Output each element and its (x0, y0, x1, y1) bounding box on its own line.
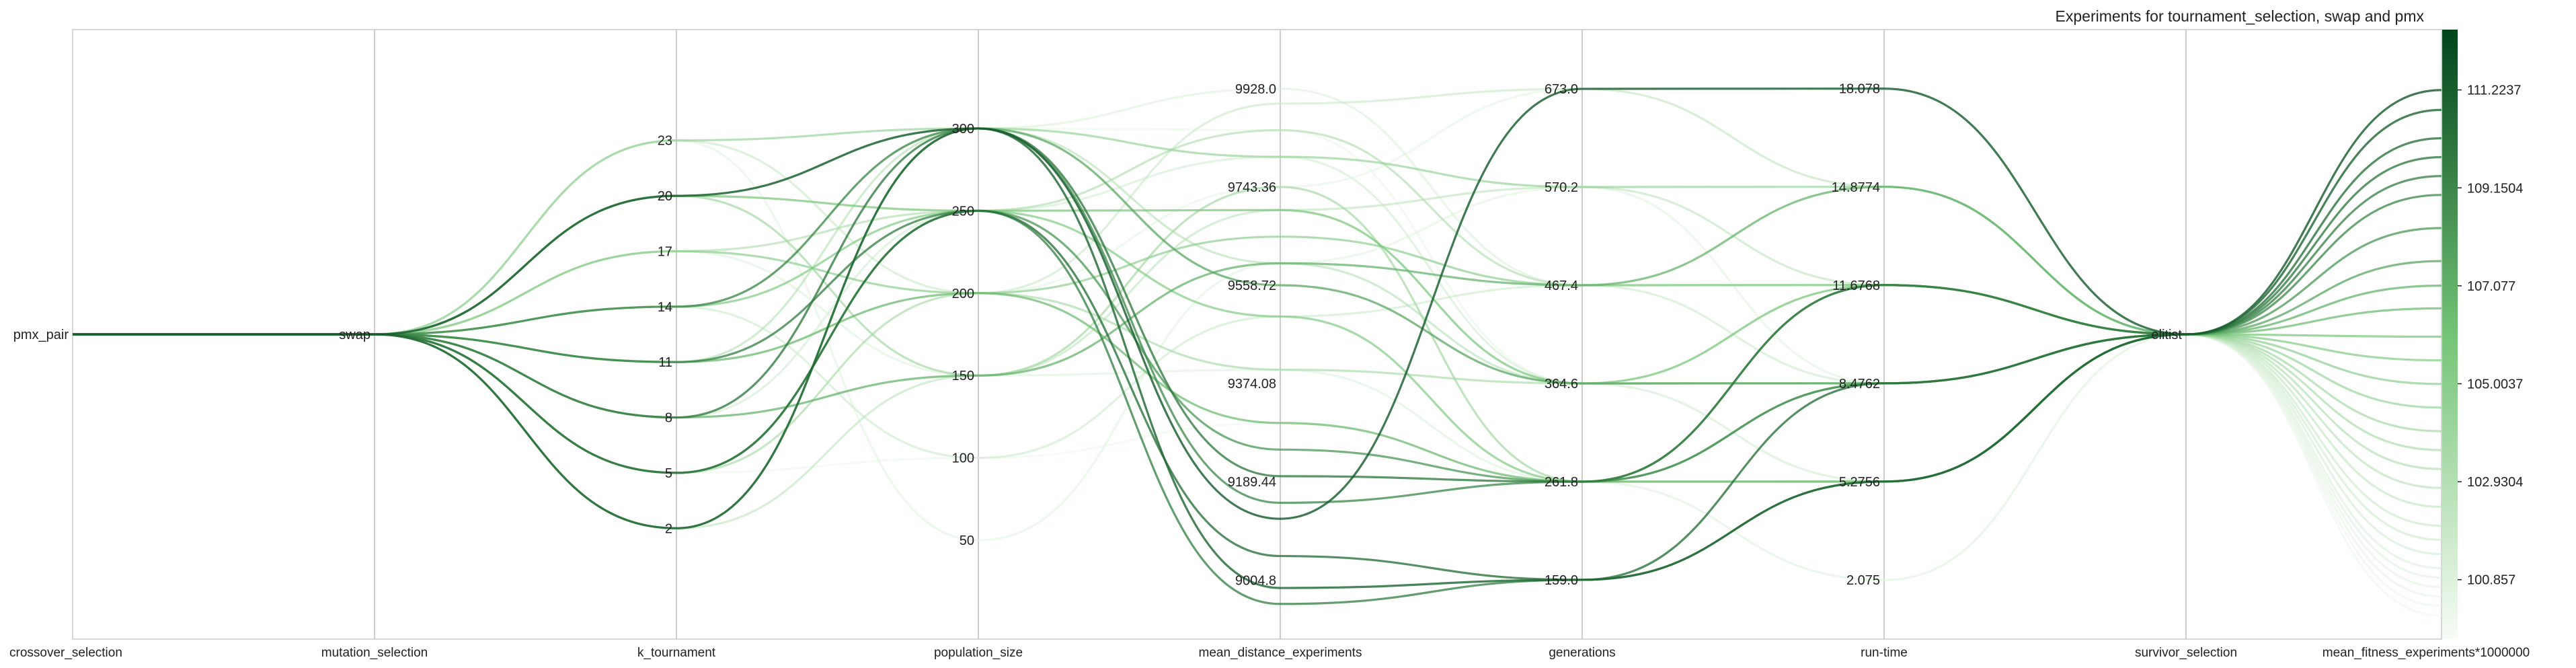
axis-name-survivor-selection: survivor_selection (2135, 646, 2237, 660)
tick-label-run-time-2-075: 2.075 (1846, 573, 1880, 588)
tick-labels: pmx_pair swap 2 5 8 11 14 17 20 23 50 100 150 200 250 3… (13, 82, 2183, 589)
colorbar: 100.857 102.9304 105.0037 107.077 109.1504 11… (2442, 30, 2523, 639)
axis-name-mutation-selection: mutation_selection (321, 646, 428, 660)
axes-layer (374, 30, 2187, 639)
experiment-line (73, 209, 2442, 483)
tick-label-run-time-8-4762: 8.4762 (1839, 377, 1880, 392)
tick-label-k-tournament-8: 8 (665, 411, 672, 426)
tick-label-generations-467-4: 467.4 (1545, 279, 1578, 293)
tick-label-population-size-100: 100 (952, 451, 974, 466)
experiment-line (73, 235, 2442, 385)
tick-label-generations-159-0: 159.0 (1545, 573, 1578, 588)
axis-names: crossover_selection mutation_selection k_t… (9, 646, 2530, 660)
tick-label-population-size-250: 250 (952, 204, 974, 219)
tick-label-run-time-11-6768: 11.6768 (1832, 279, 1880, 293)
tick-label-elitist: elitist (2151, 328, 2182, 342)
experiment-line (73, 127, 2442, 409)
tick-label-generations-673-0: 673.0 (1545, 82, 1578, 97)
chart-title: Experiments for tournament_selection, sw… (2056, 7, 2425, 25)
tick-label-pmx-pair: pmx_pair (13, 328, 69, 342)
tick-label-k-tournament-14: 14 (658, 300, 672, 315)
tick-label-k-tournament-23: 23 (658, 134, 672, 149)
tick-label-population-size-200: 200 (952, 287, 974, 301)
experiment-line (73, 186, 2442, 483)
experiment-line (73, 127, 2442, 607)
colorbar-tick-label-102-9304: 102.9304 (2467, 475, 2523, 490)
tick-label-run-time-5-2756: 5.2756 (1839, 475, 1880, 490)
tick-label-mean-distance-experiments-9558-72: 9558.72 (1228, 279, 1276, 293)
colorbar-tick-label-100-857: 100.857 (2467, 573, 2515, 588)
experiment-lines (73, 87, 2442, 617)
experiment-line (73, 137, 2442, 581)
experiment-line (73, 87, 2442, 598)
tick-label-generations-570-2: 570.2 (1545, 180, 1578, 195)
tick-label-run-time-18-078: 18.078 (1839, 82, 1880, 97)
axis-name-population-size: population_size (934, 646, 1023, 660)
axis-name-run-time: run-time (1861, 646, 1908, 660)
axis-name-k-tournament: k_tournament (637, 646, 716, 660)
tick-label-run-time-14-8774: 14.8774 (1832, 180, 1880, 195)
tick-label-population-size-300: 300 (952, 122, 974, 137)
axis-name-crossover-selection: crossover_selection (9, 646, 122, 660)
tick-label-mean-distance-experiments-9004-8: 9004.8 (1235, 573, 1276, 588)
tick-label-generations-364-6: 364.6 (1545, 377, 1578, 392)
tick-label-generations-261-8: 261.8 (1545, 475, 1578, 490)
experiment-line (73, 108, 2442, 589)
plot-frame (72, 29, 2442, 640)
experiment-line (73, 87, 2442, 527)
experiment-line (73, 87, 2442, 520)
axis-name-generations: generations (1549, 646, 1615, 660)
axis-name-mean-distance-experiments: mean_distance_experiments (1199, 646, 1362, 660)
colorbar-gradient (2442, 30, 2458, 639)
tick-label-k-tournament-5: 5 (665, 466, 672, 481)
tick-label-mean-distance-experiments-9374-08: 9374.08 (1228, 377, 1276, 392)
tick-label-population-size-150: 150 (952, 369, 974, 383)
experiment-line (73, 127, 2442, 483)
tick-label-mean-distance-experiments-9928-0: 9928.0 (1235, 82, 1276, 97)
tick-label-mean-distance-experiments-9189-44: 9189.44 (1228, 475, 1276, 490)
tick-label-mean-distance-experiments-9743-36: 9743.36 (1228, 180, 1276, 195)
tick-label-swap: swap (339, 328, 370, 342)
experiment-line (73, 155, 2442, 556)
experiment-line (73, 250, 2442, 581)
tick-label-population-size-50: 50 (960, 533, 974, 548)
colorbar-tick-label-109-1504: 109.1504 (2467, 181, 2523, 196)
experiment-line (73, 209, 2442, 483)
axis-name-mean-fitness-experiments-1000000: mean_fitness_experiments*1000000 (2323, 646, 2530, 660)
colorbar-tick-label-111-2237: 111.2237 (2467, 83, 2521, 98)
tick-label-k-tournament-11: 11 (658, 355, 672, 370)
tick-label-k-tournament-17: 17 (658, 244, 672, 259)
colorbar-tick-label-107-077: 107.077 (2467, 279, 2515, 294)
tick-label-k-tournament-20: 20 (658, 189, 672, 204)
tick-label-k-tournament-2: 2 (665, 521, 672, 536)
colorbar-tick-label-105-0037: 105.0037 (2467, 377, 2523, 392)
